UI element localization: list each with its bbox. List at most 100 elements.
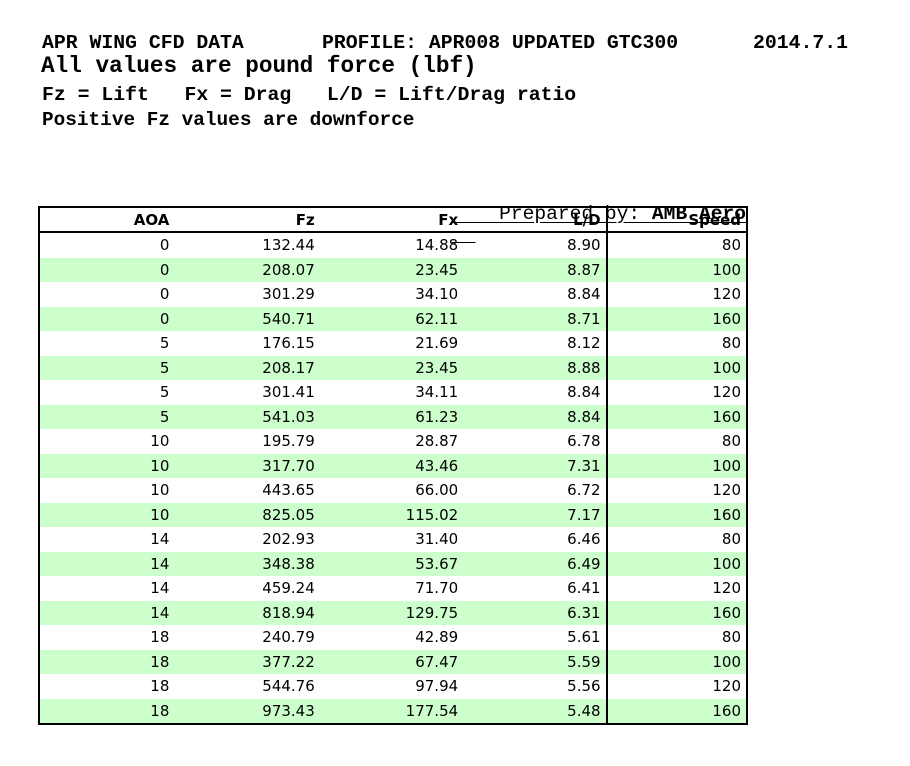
cell-aoa: 5	[159, 334, 170, 353]
cell-aoa: 14	[150, 579, 170, 598]
cell-fz: 202.93	[262, 530, 315, 549]
cell-aoa: 5	[159, 358, 170, 377]
table-header-row: AOA Fz Fx L/D Speed	[39, 207, 747, 233]
table-row: 0 301.29 34.10 8.84 120	[39, 282, 747, 307]
units-note: All values are pound force (lbf)	[41, 53, 477, 79]
cell-ld: 5.59	[567, 652, 601, 671]
table-row: 10 825.05 115.02 7.17 160	[39, 502, 747, 527]
cell-fx: 28.87	[415, 432, 459, 451]
doc-date: 2014.7.1	[753, 32, 848, 54]
table-row: 10 443.65 66.00 6.72 120	[39, 478, 747, 503]
cell-speed: 160	[605, 404, 747, 429]
table-row: 14 818.94 129.75 6.31 160	[39, 600, 747, 625]
cell-ld: 8.71	[567, 309, 601, 328]
column-header-speed: Speed	[605, 207, 747, 233]
downforce-note: Positive Fz values are downforce	[42, 109, 415, 131]
table-row: 14 348.38 53.67 6.49 100	[39, 551, 747, 576]
column-header-aoa: AOA	[39, 207, 175, 233]
cell-ld: 6.46	[567, 530, 601, 549]
cell-speed: 160	[605, 698, 747, 724]
cell-aoa: 10	[150, 432, 170, 451]
cell-aoa: 5	[159, 407, 170, 426]
cell-ld: 7.31	[567, 456, 601, 475]
cell-ld: 6.41	[567, 579, 601, 598]
cell-ld: 8.88	[567, 358, 601, 377]
cell-aoa: 5	[159, 383, 170, 402]
table-row: 18 973.43 177.54 5.48 160	[39, 698, 747, 724]
cell-fx: 14.88	[415, 236, 459, 255]
cell-speed: 120	[605, 478, 747, 503]
cell-fz: 973.43	[262, 701, 315, 720]
cell-fx: 61.23	[415, 407, 459, 426]
column-header-ld: L/D	[463, 207, 607, 233]
cell-fz: 348.38	[262, 554, 315, 573]
cell-aoa: 0	[159, 260, 170, 279]
cell-ld: 8.12	[567, 334, 601, 353]
cell-speed: 120	[605, 380, 747, 405]
cell-aoa: 0	[159, 285, 170, 304]
table-row: 18 377.22 67.47 5.59 100	[39, 649, 747, 674]
cell-fz: 176.15	[262, 334, 315, 353]
cell-aoa: 18	[150, 628, 170, 647]
table-row: 5 208.17 23.45 8.88 100	[39, 355, 747, 380]
doc-title: APR WING CFD DATA	[42, 32, 244, 54]
cell-fx: 129.75	[405, 603, 459, 622]
cell-speed: 80	[605, 429, 747, 454]
table-row: 10 195.79 28.87 6.78 80	[39, 429, 747, 454]
cell-ld: 6.72	[567, 481, 601, 500]
cell-ld: 5.48	[567, 701, 601, 720]
cell-aoa: 18	[150, 677, 170, 696]
cell-ld: 6.31	[567, 603, 601, 622]
table-row: 14 459.24 71.70 6.41 120	[39, 576, 747, 601]
cell-fx: 34.10	[415, 285, 459, 304]
cell-fx: 23.45	[415, 358, 459, 377]
cell-fz: 195.79	[262, 432, 315, 451]
cell-fz: 825.05	[262, 505, 315, 524]
cell-ld: 6.78	[567, 432, 601, 451]
table-row: 0 540.71 62.11 8.71 160	[39, 306, 747, 331]
cell-fx: 67.47	[415, 652, 459, 671]
cell-fx: 66.00	[415, 481, 459, 500]
cell-speed: 160	[605, 600, 747, 625]
cell-fz: 540.71	[262, 309, 315, 328]
cell-fx: 34.11	[415, 383, 459, 402]
cell-fx: 53.67	[415, 554, 459, 573]
cell-speed: 120	[605, 282, 747, 307]
cell-fx: 42.89	[415, 628, 459, 647]
column-header-fx: Fx	[319, 207, 464, 233]
cell-fz: 208.17	[262, 358, 315, 377]
table-row: 14 202.93 31.40 6.46 80	[39, 527, 747, 552]
cell-ld: 8.84	[567, 383, 601, 402]
cell-ld: 8.87	[567, 260, 601, 279]
cell-speed: 160	[605, 306, 747, 331]
cell-fx: 177.54	[405, 701, 459, 720]
cell-ld: 6.49	[567, 554, 601, 573]
profile-label: PROFILE: APR008 UPDATED GTC300	[322, 32, 679, 54]
table-body: 0 132.44 14.88 8.90 80 0 208.07 23.45 8.87 100 0 30…	[39, 232, 747, 724]
cell-fz: 459.24	[262, 579, 315, 598]
cell-aoa: 0	[159, 309, 170, 328]
cell-speed: 120	[605, 576, 747, 601]
cell-fx: 23.45	[415, 260, 459, 279]
cell-speed: 80	[605, 232, 747, 258]
cell-speed: 100	[605, 551, 747, 576]
cell-speed: 160	[605, 502, 747, 527]
cell-ld: 8.84	[567, 285, 601, 304]
cell-aoa: 10	[150, 481, 170, 500]
cfd-data-table: AOA Fz Fx L/D Speed 0 132.44 14.88 8.90 80 0 2…	[38, 206, 748, 725]
cell-fx: 115.02	[405, 505, 459, 524]
cell-speed: 100	[605, 649, 747, 674]
cell-aoa: 0	[159, 236, 170, 255]
cell-fz: 818.94	[262, 603, 315, 622]
cell-aoa: 10	[150, 505, 170, 524]
cell-fz: 132.44	[262, 236, 315, 255]
cell-fx: 71.70	[415, 579, 459, 598]
cell-ld: 8.90	[567, 236, 601, 255]
cell-ld: 8.84	[567, 407, 601, 426]
cell-fz: 541.03	[262, 407, 315, 426]
cell-fz: 317.70	[262, 456, 315, 475]
cell-fz: 544.76	[262, 677, 315, 696]
table-row: 18 544.76 97.94 5.56 120	[39, 674, 747, 699]
cell-fx: 62.11	[415, 309, 459, 328]
table-row: 0 132.44 14.88 8.90 80	[39, 232, 747, 258]
